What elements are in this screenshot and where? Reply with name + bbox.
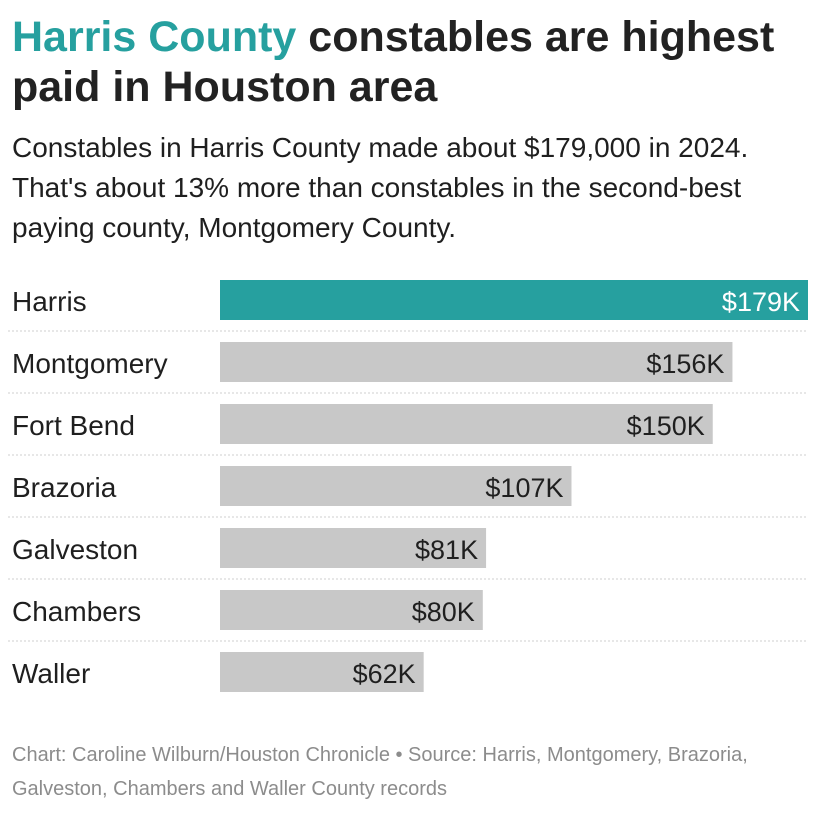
bar-chart-svg: Harris $179K Montgomery $156K Fort Bend $150K… [8,280,808,692]
bar-galveston [220,528,487,568]
bar-row-chambers: Chambers $80K [8,590,808,642]
bar-row-waller: Waller $62K [12,652,424,692]
value-label-fort-bend: $150K [627,411,705,441]
value-label-harris: $179K [722,287,800,317]
bar-waller [220,652,424,692]
category-label-brazoria: Brazoria [12,472,117,503]
bar-row-brazoria: Brazoria $107K [8,466,808,518]
bar-chambers [220,590,483,630]
chart-subtitle: Constables in Harris County made about $… [12,132,749,243]
category-label-montgomery: Montgomery [12,348,168,379]
title-highlight: Harris County [12,13,297,61]
bar-chart: Harris $179K Montgomery $156K Fort Bend $150K… [0,268,820,708]
bar-row-montgomery: Montgomery $156K [8,342,808,394]
chart-credit: Chart: Caroline Wilburn/Houston Chronicl… [12,744,748,800]
value-label-brazoria: $107K [485,473,563,503]
value-label-waller: $62K [353,659,416,689]
bar-row-galveston: Galveston $81K [8,528,808,580]
category-label-fort-bend: Fort Bend [12,410,135,441]
bar-harris [220,280,808,320]
value-label-galveston: $81K [415,535,478,565]
bar-montgomery [220,342,733,382]
bar-row-harris: Harris $179K [8,280,808,332]
category-label-waller: Waller [12,658,90,689]
category-label-galveston: Galveston [12,534,138,565]
bar-row-fort-bend: Fort Bend $150K [8,404,808,456]
value-label-chambers: $80K [412,597,475,627]
bar-brazoria [220,466,572,506]
category-label-chambers: Chambers [12,596,141,627]
bar-fort-bend [220,404,713,444]
value-label-montgomery: $156K [646,349,724,379]
category-label-harris: Harris [12,286,87,317]
chart-title: Harris County constables are highest pai… [12,12,812,112]
title-rest: constables are highest paid in Houston a… [12,13,775,111]
